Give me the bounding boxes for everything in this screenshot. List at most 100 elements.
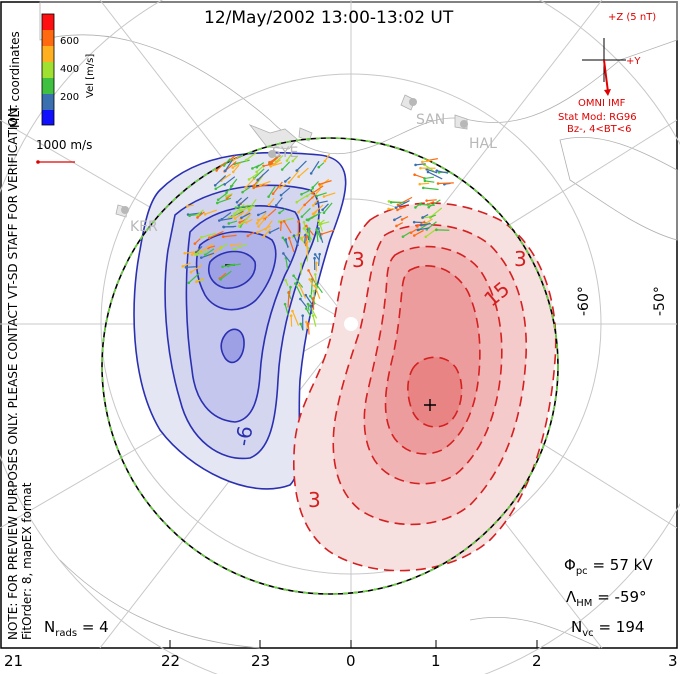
velocity-vector-origin (234, 206, 238, 209)
stat-nvc-symbol: N (571, 618, 583, 636)
velocity-vector (312, 181, 320, 188)
velocity-vector (269, 227, 280, 234)
velocity-vector (263, 228, 272, 237)
velocity-vector (422, 159, 433, 163)
velocity-vector-origin (291, 159, 295, 163)
stat-eq: = (597, 588, 615, 606)
station-markers (121, 98, 468, 214)
velocity-vector-origin (189, 270, 193, 274)
color-bar-segment (42, 30, 54, 46)
velocity-vector-origin (307, 227, 311, 230)
velocity-vector (253, 168, 265, 179)
color-bar-tick: 200 (60, 92, 80, 103)
velocity-vector-origin (317, 227, 320, 230)
velocity-vector (189, 213, 203, 217)
velocity-vector (245, 151, 258, 161)
reference-vector-label: 1000 m/s (36, 138, 93, 152)
velocity-vector-origin (412, 234, 416, 237)
velocity-vector (424, 176, 434, 180)
velocity-vector (315, 283, 323, 294)
contour-label-neg: -6 (230, 424, 258, 448)
velocity-vector (219, 217, 233, 222)
velocity-vector-origin (262, 235, 266, 238)
velocity-vector-origin (188, 214, 191, 217)
station-label-sye: SYE (272, 145, 299, 161)
velocity-vector-origin (284, 180, 287, 183)
velocity-vector-origin (312, 296, 315, 300)
velocity-vector-origin (223, 183, 227, 186)
velocity-vector-origin (278, 186, 282, 189)
velocity-vector (253, 175, 264, 189)
velocity-vector-origin (225, 196, 229, 200)
stat-nrads: Nrads = 4 (44, 618, 109, 639)
velocity-vector-origin (389, 201, 393, 204)
stat-lambda-hm: ΛHM = -59° (566, 588, 647, 609)
velocity-vector (293, 275, 304, 288)
velocity-vector-origin (244, 158, 248, 162)
velocity-vector (285, 239, 289, 248)
velocity-vector (231, 243, 242, 246)
color-bar-tick: 600 (60, 36, 80, 47)
velocity-vector-origin (200, 236, 203, 239)
velocity-vector-origin (419, 166, 422, 170)
velocity-vector-origin (312, 204, 315, 207)
velocity-vector (220, 173, 231, 182)
mlt-tick-label: 22 (161, 652, 181, 670)
velocity-vector-origin (221, 265, 224, 269)
velocity-vector-origin (309, 172, 313, 175)
velocity-vector (321, 221, 330, 225)
velocity-vector-origin (435, 169, 439, 172)
velocity-vector-origin (301, 314, 304, 317)
velocity-vector-origin (423, 179, 427, 183)
velocity-vector-origin (387, 207, 390, 211)
mlt-tick-label: 0 (346, 652, 356, 670)
velocity-vector (293, 235, 299, 247)
stat-nvc-sub: vc (582, 628, 594, 639)
velocity-vector-origin (396, 208, 399, 212)
velocity-vector-origin (270, 161, 273, 165)
map-title: 12/May/2002 13:00-13:02 UT (204, 8, 454, 28)
velocity-vector-origin (426, 170, 430, 174)
velocity-vector-origin (256, 213, 260, 217)
velocity-vector-origin (311, 314, 315, 317)
velocity-vector (217, 197, 232, 204)
velocity-vector (318, 220, 323, 232)
velocity-vector-origin (306, 322, 310, 326)
velocity-vector-origin (393, 218, 396, 222)
velocity-vector (272, 181, 283, 195)
velocity-vector-origin (396, 203, 400, 207)
velocity-vector (395, 200, 410, 209)
velocity-vector-origin (300, 262, 303, 266)
velocity-vector-origin (283, 302, 287, 306)
station-dot-sye (268, 150, 276, 158)
station-dot-hal (460, 120, 468, 128)
velocity-vector (268, 197, 275, 206)
velocity-vector (214, 175, 227, 186)
velocity-vector-origin (295, 200, 299, 204)
velocity-vector-origin (221, 235, 225, 239)
velocity-vector (427, 171, 443, 180)
velocity-vector (284, 304, 289, 316)
velocity-vector-origin (256, 231, 259, 234)
velocity-vector (248, 198, 257, 210)
velocity-vector (201, 252, 215, 259)
velocity-vector-origin (278, 211, 281, 215)
velocity-vector (221, 212, 232, 220)
velocity-vector-origin (416, 228, 420, 232)
velocity-vector-origin (387, 200, 391, 203)
velocity-vector-origin (302, 227, 306, 230)
velocity-vector-origin (215, 169, 218, 172)
velocity-vector-origin (314, 282, 318, 286)
velocity-vector-origin (231, 170, 235, 174)
velocity-vector-origin (231, 166, 235, 169)
contour-label-pos: 3 (514, 247, 527, 271)
velocity-vector-origin (413, 173, 416, 176)
velocity-vector-origin (427, 205, 431, 209)
velocity-vector-origin (409, 231, 413, 234)
velocity-vector-origin (187, 281, 191, 285)
velocity-vector (280, 187, 291, 196)
velocity-vector (419, 182, 430, 185)
velocity-vector (204, 209, 218, 215)
velocity-vector (315, 200, 328, 205)
